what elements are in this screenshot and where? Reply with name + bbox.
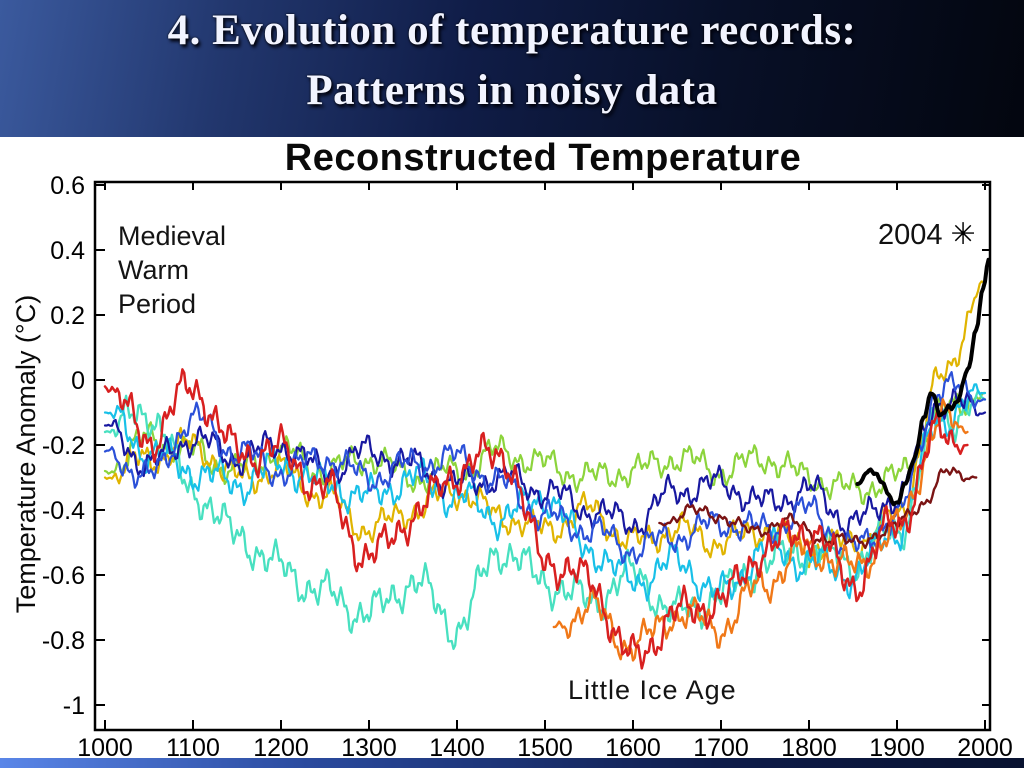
asterisk-marker-icon: ✳ [950, 218, 976, 251]
annotation-2004: 2004 ✳ [878, 217, 976, 252]
x-tick-label: 1100 [166, 734, 220, 758]
chart-region: 1000 1100 1200 1300 1400 1500 1600 1700 1800 1900… [0, 137, 1024, 762]
chart-title: Reconstructed Temperature [284, 137, 802, 179]
x-tick-label: 1300 [341, 734, 397, 758]
series-gold-proxy [103, 280, 987, 569]
annotation-medieval-line1: Medieval [118, 221, 227, 251]
series-maroon-proxy [658, 466, 978, 550]
series-instrumental-black [855, 257, 991, 507]
slide-title-line2: Patterns in noisy data [306, 67, 718, 114]
plot-frame [93, 180, 992, 732]
y-tick-label: 0.2 [50, 302, 85, 330]
x-tick-label: 1400 [429, 734, 485, 758]
series-blue-proxy [103, 371, 987, 565]
x-tick-label: 2000 [957, 734, 1013, 758]
y-tick-label: -0.4 [42, 497, 85, 525]
x-tick-label: 1900 [869, 734, 925, 758]
annotation-medieval-warm-period: Medieval Warm Period [118, 219, 226, 321]
y-tick-label: -0.6 [42, 562, 85, 590]
year-2004-label: 2004 [878, 219, 943, 251]
series-navy-proxy [103, 388, 987, 539]
y-tick-label: -0.2 [42, 432, 85, 460]
x-tick-label: 1000 [77, 734, 133, 758]
slide-title-line1: 4. Evolution of temperature records: [167, 7, 857, 54]
annotation-little-ice-age: Little Ice Age [568, 675, 737, 705]
x-tick-label: 1600 [605, 734, 661, 758]
x-tick-label: 1700 [693, 734, 749, 758]
x-tick-label: 1500 [517, 734, 573, 758]
x-tick-label: 1800 [781, 734, 837, 758]
series-red-proxy [103, 368, 969, 670]
temperature-chart-svg: 1000 1100 1200 1300 1400 1500 1600 1700 1800 1900… [42, 172, 1013, 762]
annotation-medieval-line2: Warm [118, 255, 189, 285]
y-tick-label: 0 [71, 367, 85, 395]
y-tick-label: 0.6 [50, 172, 85, 200]
x-tick-label: 1200 [253, 734, 309, 758]
annotation-medieval-line3: Period [118, 289, 197, 319]
y-tick-label: -0.8 [42, 627, 85, 655]
y-tick-label: -1 [63, 692, 85, 720]
footer-accent-bar [0, 758, 1024, 768]
y-axis-label: Temperature Anomaly (°C) [11, 294, 41, 614]
y-tick-label: 0.4 [50, 237, 85, 265]
slide-header: 4. Evolution of temperature records: Pat… [0, 0, 1024, 137]
